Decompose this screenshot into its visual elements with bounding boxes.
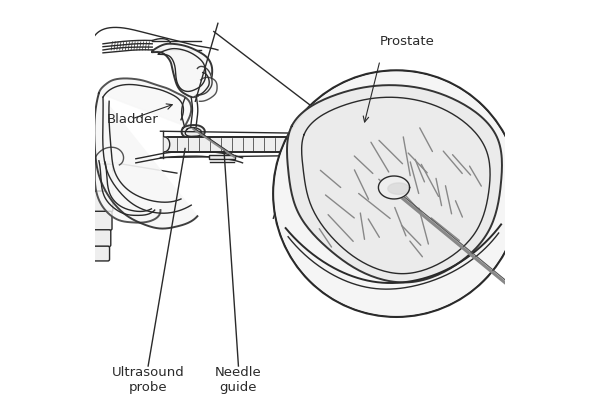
Polygon shape: [182, 125, 205, 138]
FancyBboxPatch shape: [93, 230, 111, 247]
Polygon shape: [275, 72, 518, 315]
Polygon shape: [287, 85, 502, 282]
Polygon shape: [94, 93, 197, 228]
Text: Needle
guide: Needle guide: [215, 366, 262, 394]
FancyBboxPatch shape: [93, 164, 113, 191]
FancyBboxPatch shape: [209, 155, 235, 159]
Polygon shape: [152, 44, 212, 97]
FancyBboxPatch shape: [164, 137, 287, 152]
FancyBboxPatch shape: [294, 132, 324, 156]
FancyBboxPatch shape: [93, 191, 113, 212]
FancyBboxPatch shape: [93, 211, 112, 230]
Polygon shape: [164, 137, 170, 152]
Circle shape: [274, 70, 520, 317]
Polygon shape: [379, 176, 410, 199]
Polygon shape: [99, 78, 191, 126]
FancyBboxPatch shape: [93, 246, 110, 261]
Text: Ultrasound
probe: Ultrasound probe: [112, 366, 185, 394]
Polygon shape: [193, 67, 212, 97]
Polygon shape: [388, 183, 410, 194]
Polygon shape: [199, 77, 217, 102]
Polygon shape: [95, 159, 160, 223]
Text: Bladder: Bladder: [106, 113, 158, 126]
Polygon shape: [95, 147, 124, 165]
Text: Prostate: Prostate: [380, 35, 435, 48]
